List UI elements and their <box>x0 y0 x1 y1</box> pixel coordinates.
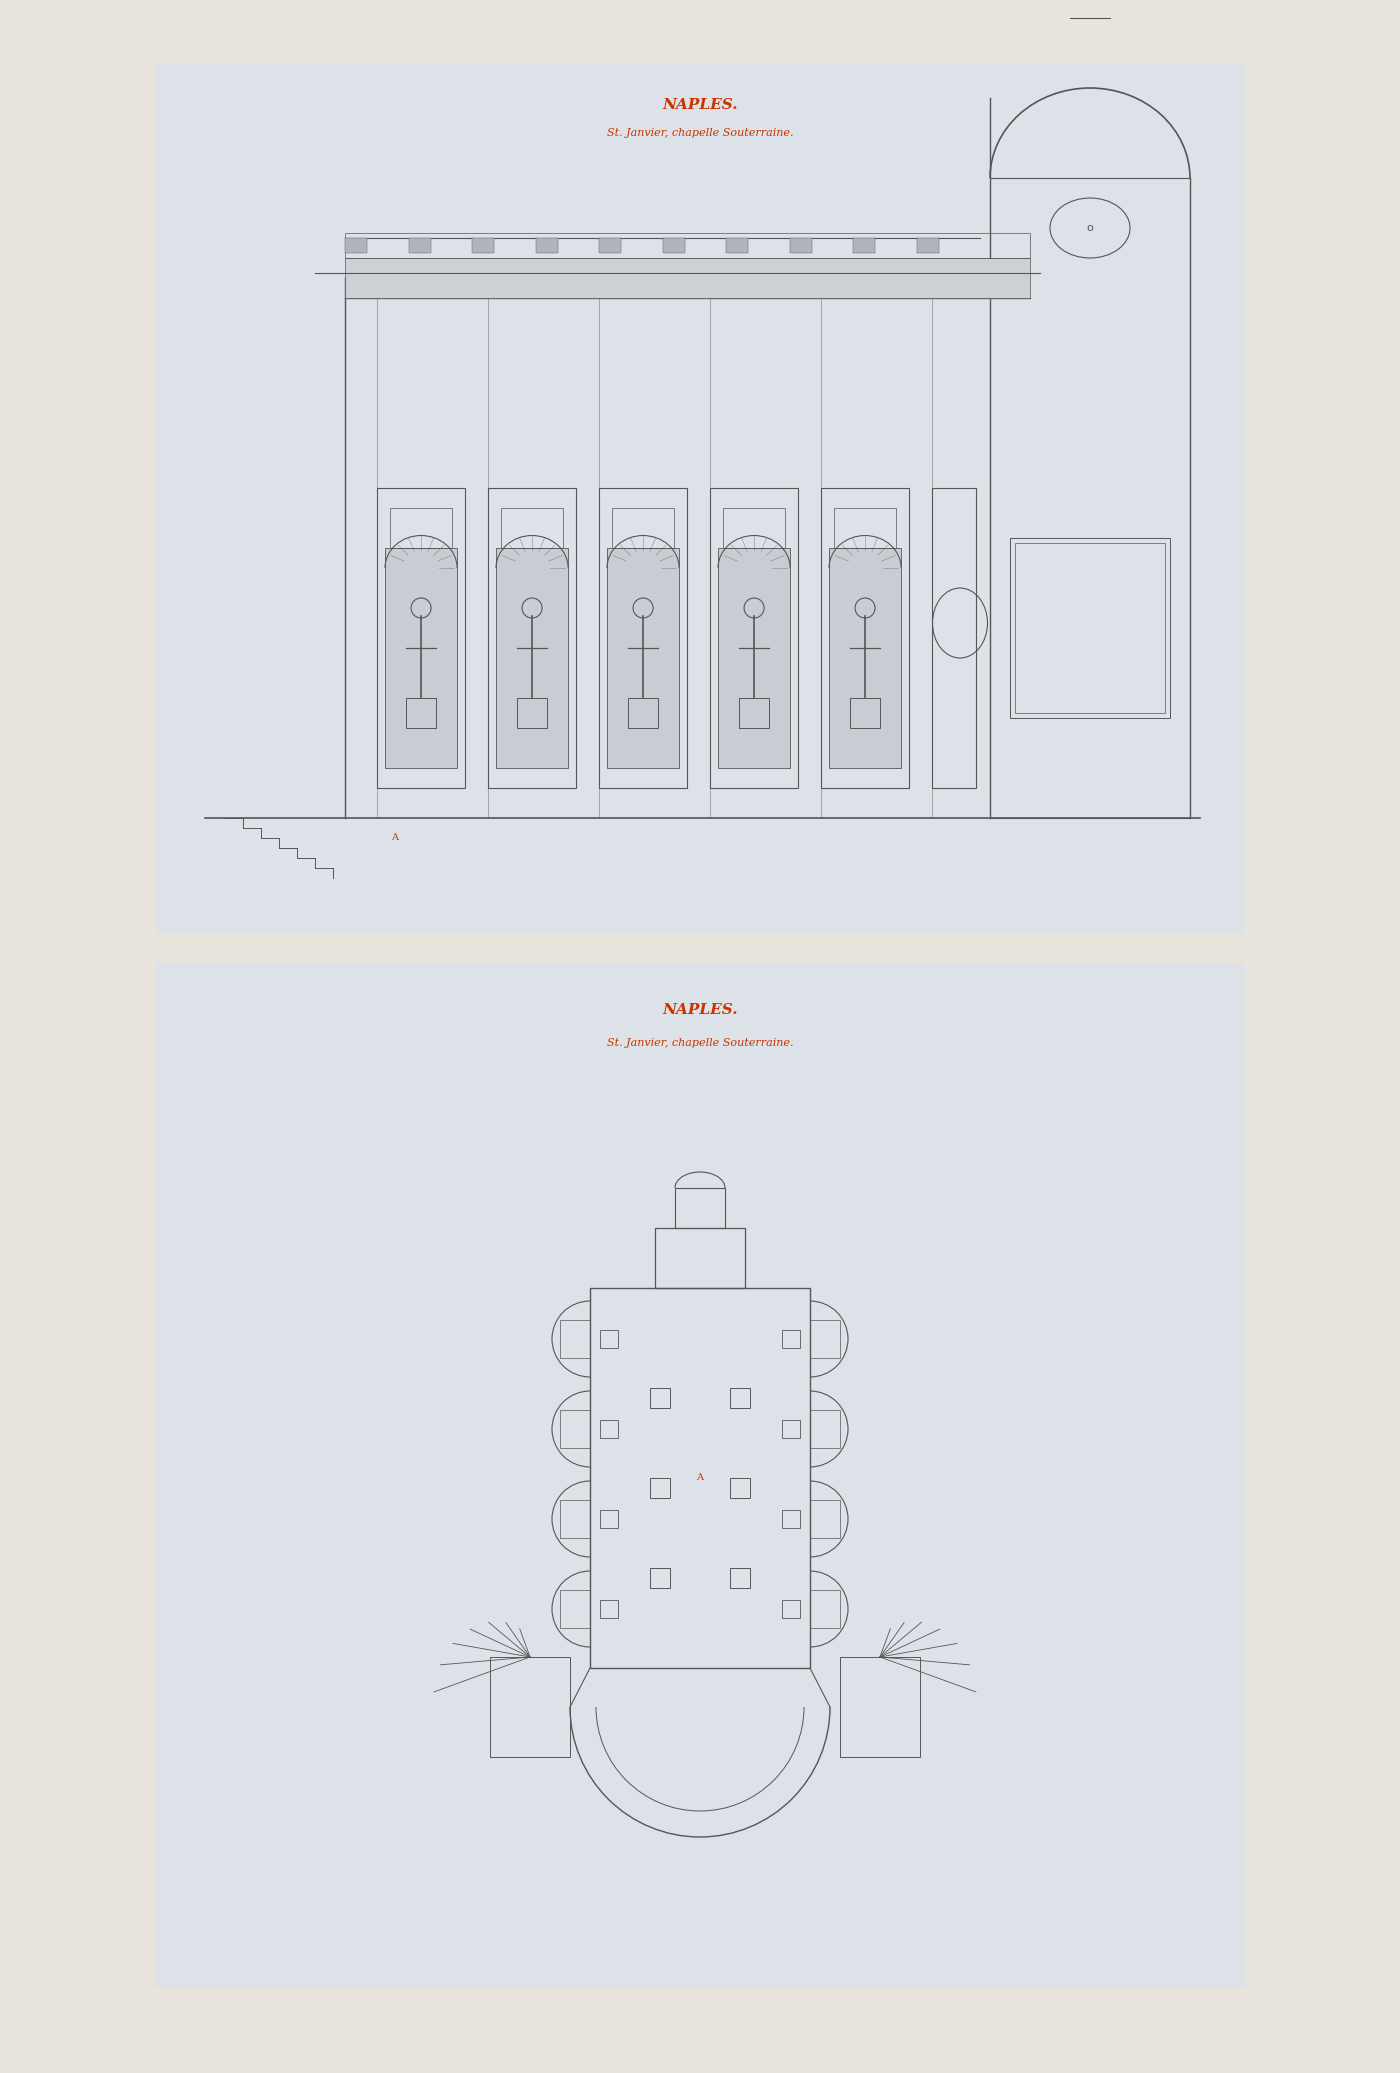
Bar <box>560 1501 589 1538</box>
Bar <box>655 1227 745 1287</box>
Bar <box>391 508 452 547</box>
Bar <box>718 547 790 767</box>
Bar <box>783 1600 799 1619</box>
Bar <box>675 1188 725 1227</box>
Bar <box>612 508 675 547</box>
Bar <box>377 487 465 788</box>
Bar <box>601 1600 617 1619</box>
Bar <box>385 547 458 767</box>
Text: NAPLES.: NAPLES. <box>662 97 738 112</box>
Bar <box>729 1389 750 1408</box>
Bar <box>599 487 687 788</box>
Bar <box>811 1501 840 1538</box>
Bar <box>811 1410 840 1449</box>
Bar <box>501 508 563 547</box>
Text: o: o <box>1086 224 1093 232</box>
Bar <box>155 964 1245 1988</box>
Bar <box>790 238 812 253</box>
Bar <box>560 1590 589 1627</box>
Bar <box>727 238 748 253</box>
Bar <box>406 699 435 728</box>
Bar <box>1009 539 1170 717</box>
Bar <box>517 699 547 728</box>
Text: St. Janvier, chapelle Souterraine.: St. Janvier, chapelle Souterraine. <box>606 1039 794 1049</box>
Bar <box>409 238 431 253</box>
Bar <box>710 487 798 788</box>
Text: NAPLES.: NAPLES. <box>662 1003 738 1018</box>
Bar <box>722 508 785 547</box>
Bar <box>729 1567 750 1588</box>
Bar <box>729 1478 750 1499</box>
Bar <box>650 1478 671 1499</box>
Bar <box>739 699 769 728</box>
Bar <box>853 238 875 253</box>
Bar <box>650 1567 671 1588</box>
Bar <box>344 238 367 253</box>
Bar <box>917 238 939 253</box>
Bar <box>662 238 685 253</box>
Bar <box>601 1331 617 1347</box>
Bar <box>496 547 568 767</box>
Bar <box>490 1656 570 1758</box>
Bar <box>599 238 622 253</box>
Bar <box>344 232 1030 257</box>
Bar <box>834 508 896 547</box>
Bar <box>783 1331 799 1347</box>
Bar <box>601 1420 617 1439</box>
Bar <box>589 1287 811 1669</box>
Bar <box>608 547 679 767</box>
Bar <box>535 238 557 253</box>
Bar <box>560 1321 589 1358</box>
Bar <box>1015 543 1165 713</box>
Bar <box>783 1509 799 1528</box>
Text: A: A <box>697 1474 703 1482</box>
Bar <box>489 487 577 788</box>
Bar <box>811 1321 840 1358</box>
Bar <box>850 699 881 728</box>
Bar <box>344 257 1030 299</box>
Text: A: A <box>392 833 399 842</box>
Bar <box>155 62 1245 933</box>
Text: St. Janvier, chapelle Souterraine.: St. Janvier, chapelle Souterraine. <box>606 129 794 139</box>
Bar <box>650 1389 671 1408</box>
Bar <box>829 547 902 767</box>
Bar <box>472 238 494 253</box>
Bar <box>629 699 658 728</box>
Bar <box>601 1509 617 1528</box>
Bar <box>820 487 909 788</box>
Bar <box>560 1410 589 1449</box>
Bar <box>811 1590 840 1627</box>
Bar <box>932 487 976 788</box>
Bar <box>840 1656 920 1758</box>
Bar <box>783 1420 799 1439</box>
